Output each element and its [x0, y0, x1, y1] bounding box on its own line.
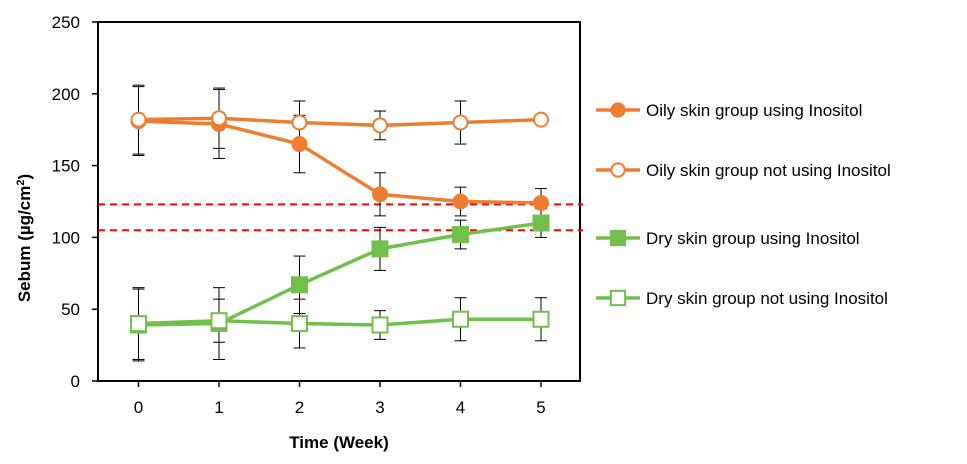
data-point — [291, 276, 308, 294]
y-axis-ticks: 0 50 100 150 200 250 — [52, 13, 98, 391]
data-point — [452, 114, 469, 131]
series-line — [138, 221, 542, 327]
data-point — [532, 214, 550, 232]
data-point — [532, 310, 550, 328]
y-tick-label: 50 — [61, 300, 80, 319]
legend-label: Oily skin group using Inositol — [646, 101, 862, 120]
data-point — [291, 114, 308, 131]
x-tick-label: 1 — [214, 398, 223, 417]
y-axis-title-close: ) — [15, 174, 34, 180]
legend: Oily skin group using Inositol Oily skin … — [596, 101, 891, 308]
x-axis-ticks: 0 1 2 3 4 5 — [134, 381, 546, 417]
data-point — [211, 110, 227, 127]
y-tick-label: 150 — [52, 157, 80, 176]
reference-lines — [98, 203, 583, 232]
data-point — [452, 193, 469, 210]
y-axis-title-superscript: 2 — [15, 180, 27, 186]
y-tick-label: 0 — [71, 372, 80, 391]
legend-label: Dry skin group using Inositol — [646, 229, 860, 248]
x-tick-label: 4 — [456, 398, 465, 417]
y-tick-label: 250 — [52, 13, 80, 32]
data-point — [372, 186, 388, 203]
series-line — [138, 317, 541, 327]
data-point — [130, 111, 147, 128]
legend-marker — [610, 162, 626, 178]
x-tick-label: 3 — [375, 398, 384, 417]
y-tick-label: 200 — [52, 85, 80, 104]
y-axis-title: Sebum (µg/cm2) — [15, 174, 34, 302]
x-axis-title: Time (Week) — [289, 433, 389, 452]
x-tick-label: 5 — [536, 398, 545, 417]
legend-marker — [609, 289, 627, 307]
data-point — [452, 226, 469, 244]
y-axis-title-main: Sebum (µg/cm — [15, 186, 34, 303]
legend-marker — [610, 102, 626, 118]
data-point — [130, 315, 147, 333]
x-tick-label: 0 — [134, 398, 143, 417]
series-lines — [138, 116, 542, 327]
data-point — [371, 240, 389, 258]
legend-marker — [609, 229, 627, 247]
data-point — [291, 315, 308, 333]
series-line — [138, 119, 542, 205]
legend-label: Dry skin group not using Inositol — [646, 289, 888, 308]
series-markers — [130, 110, 550, 334]
legend-label: Oily skin group not using Inositol — [646, 161, 891, 180]
series-line — [138, 116, 542, 128]
data-point — [452, 310, 469, 328]
y-tick-label: 100 — [52, 228, 80, 247]
data-point — [533, 194, 549, 211]
data-point — [372, 117, 388, 134]
data-point — [371, 316, 389, 334]
data-point — [210, 312, 228, 330]
x-tick-label: 2 — [295, 398, 304, 417]
data-point — [291, 136, 308, 153]
data-point — [533, 111, 549, 128]
